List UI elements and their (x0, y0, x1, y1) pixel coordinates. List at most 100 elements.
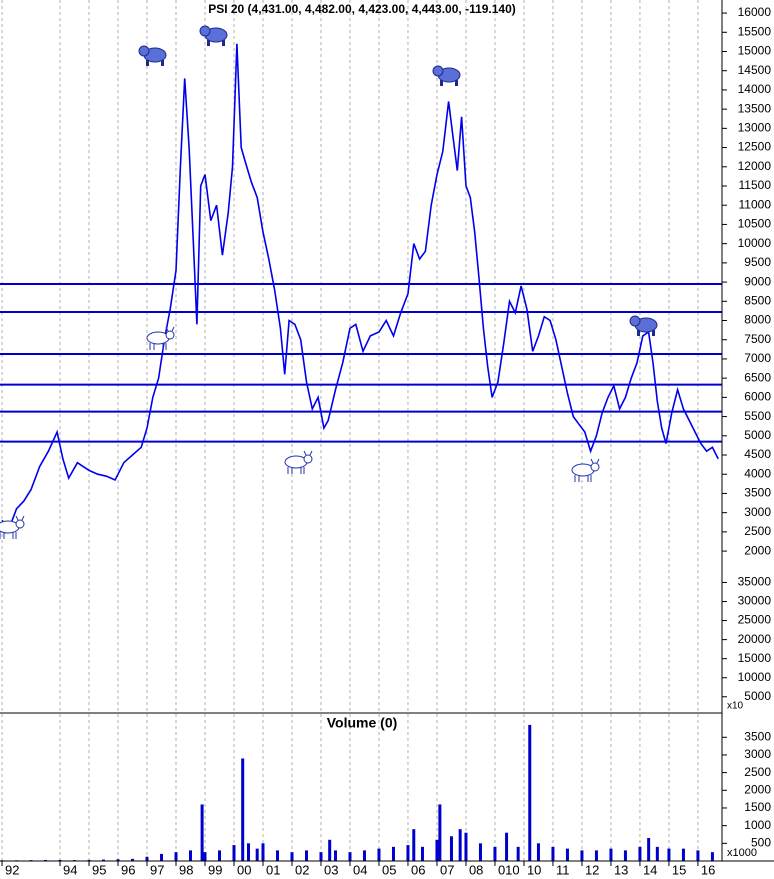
volume-bar (217, 850, 221, 861)
volume-bar (516, 846, 520, 861)
volume-bar (116, 859, 120, 861)
volume-bar (528, 724, 532, 861)
y-tick-label: 2500 (744, 765, 771, 779)
volume-bar (203, 852, 207, 861)
volume-bar (594, 850, 598, 861)
x-tick-label: 05 (382, 862, 396, 877)
chart-title: PSI 20 (4,431.00, 4,482.00, 4,423.00, 4,… (208, 2, 516, 16)
y-tick-label: 20000 (738, 632, 772, 646)
volume-bar (638, 846, 642, 861)
y-tick-label: 11500 (739, 178, 772, 192)
y-tick-label: 4500 (744, 447, 771, 461)
volume-bar (261, 843, 265, 861)
volume-bar (478, 843, 482, 861)
y-tick-label: 5000 (744, 689, 771, 703)
y-tick-label: 30000 (738, 594, 772, 608)
axis-multiplier: x10 (727, 701, 744, 712)
x-tick-label: 11 (556, 862, 570, 877)
x-tick-label: 16 (701, 862, 715, 877)
volume-bar (551, 846, 555, 861)
y-tick-label: 6500 (744, 370, 771, 384)
plot (0, 43, 722, 861)
volume-bar (174, 852, 178, 861)
y-tick-label: 5500 (744, 409, 771, 423)
volume-bar (647, 838, 651, 861)
volume-bar (319, 852, 323, 861)
volume-bar (505, 832, 509, 861)
y-tick-label: 3000 (744, 747, 771, 761)
y-tick-label: 8500 (744, 293, 771, 307)
y-tick-label: 10000 (738, 670, 772, 684)
x-tick-label: 94 (63, 862, 77, 877)
y-tick-label: 16000 (738, 5, 772, 19)
x-tick-label: 03 (324, 862, 338, 877)
y-tick-label: 4000 (744, 466, 771, 480)
y-tick-label: 35000 (738, 575, 772, 589)
x-tick-label: 010 (498, 862, 520, 877)
volume-bar (435, 839, 439, 861)
y-tick-label: 2500 (744, 524, 771, 538)
y-tick-label: 13000 (738, 121, 772, 135)
x-tick-label: 98 (179, 862, 193, 877)
y-tick-label: 9500 (744, 255, 771, 269)
x-tick-label: 14 (643, 862, 657, 877)
volume-bar (246, 843, 250, 861)
volume-bar (420, 846, 424, 861)
volume-bar (145, 856, 149, 861)
volume-bar (58, 859, 62, 861)
volume-bar (377, 848, 381, 861)
volume-bar (464, 832, 468, 861)
volume-bar (623, 850, 627, 861)
y-tick-label: 14500 (738, 63, 772, 77)
volume-bar (406, 845, 410, 861)
y-tick-label: 500 (751, 835, 771, 849)
volume-bar (255, 848, 259, 861)
y-tick-label: 3000 (744, 505, 771, 519)
volume-bar (102, 859, 106, 861)
x-tick-label: 99 (208, 862, 222, 877)
x-tick-label: 95 (92, 862, 106, 877)
y-tick-label: 10000 (738, 236, 772, 250)
y-tick-label: 2000 (744, 543, 771, 557)
x-tick-label: 13 (614, 862, 628, 877)
volume-bar (391, 846, 395, 861)
x-tick-label: 08 (469, 862, 483, 877)
volume-bar (189, 850, 193, 861)
y-tick-label: 7000 (744, 351, 771, 365)
volume-bar (44, 859, 48, 861)
volume-bar (241, 758, 245, 861)
volume-bar (580, 850, 584, 861)
volume-bar (609, 848, 613, 861)
y-tick-label: 13500 (738, 101, 772, 115)
y-tick-label: 5000 (744, 428, 771, 442)
price-line (1, 43, 719, 530)
volume-bar (710, 852, 714, 861)
volume-bar (333, 850, 337, 861)
volume-bar (87, 859, 91, 861)
y-tick-label: 12500 (738, 140, 772, 154)
x-tick-label: 04 (353, 862, 367, 877)
volume-bar (362, 850, 366, 861)
y-tick-label: 14000 (738, 82, 772, 96)
x-tick-label: 00 (237, 862, 251, 877)
x-tick-label: 02 (295, 862, 309, 877)
volume-bar (655, 846, 659, 861)
y-tick-label: 10500 (738, 217, 772, 231)
volume-bar (667, 848, 671, 861)
volume-bar (290, 852, 294, 861)
x-tick-label: 12 (585, 862, 599, 877)
volume-bar (681, 848, 685, 861)
y-tick-label: 7500 (744, 332, 771, 346)
volume-bar (458, 829, 462, 861)
volume-bar (412, 829, 416, 861)
x-tick-label: 07 (440, 862, 454, 877)
x-tick-label: 15 (672, 862, 686, 877)
x-tick-label: 06 (411, 862, 425, 877)
x-tick-label: 01 (266, 862, 280, 877)
x-tick-label: 92 (5, 862, 19, 877)
volume-bar (348, 852, 352, 861)
volume-bar (449, 836, 453, 861)
y-tick-label: 15000 (738, 44, 772, 58)
volume-bar (131, 858, 135, 861)
